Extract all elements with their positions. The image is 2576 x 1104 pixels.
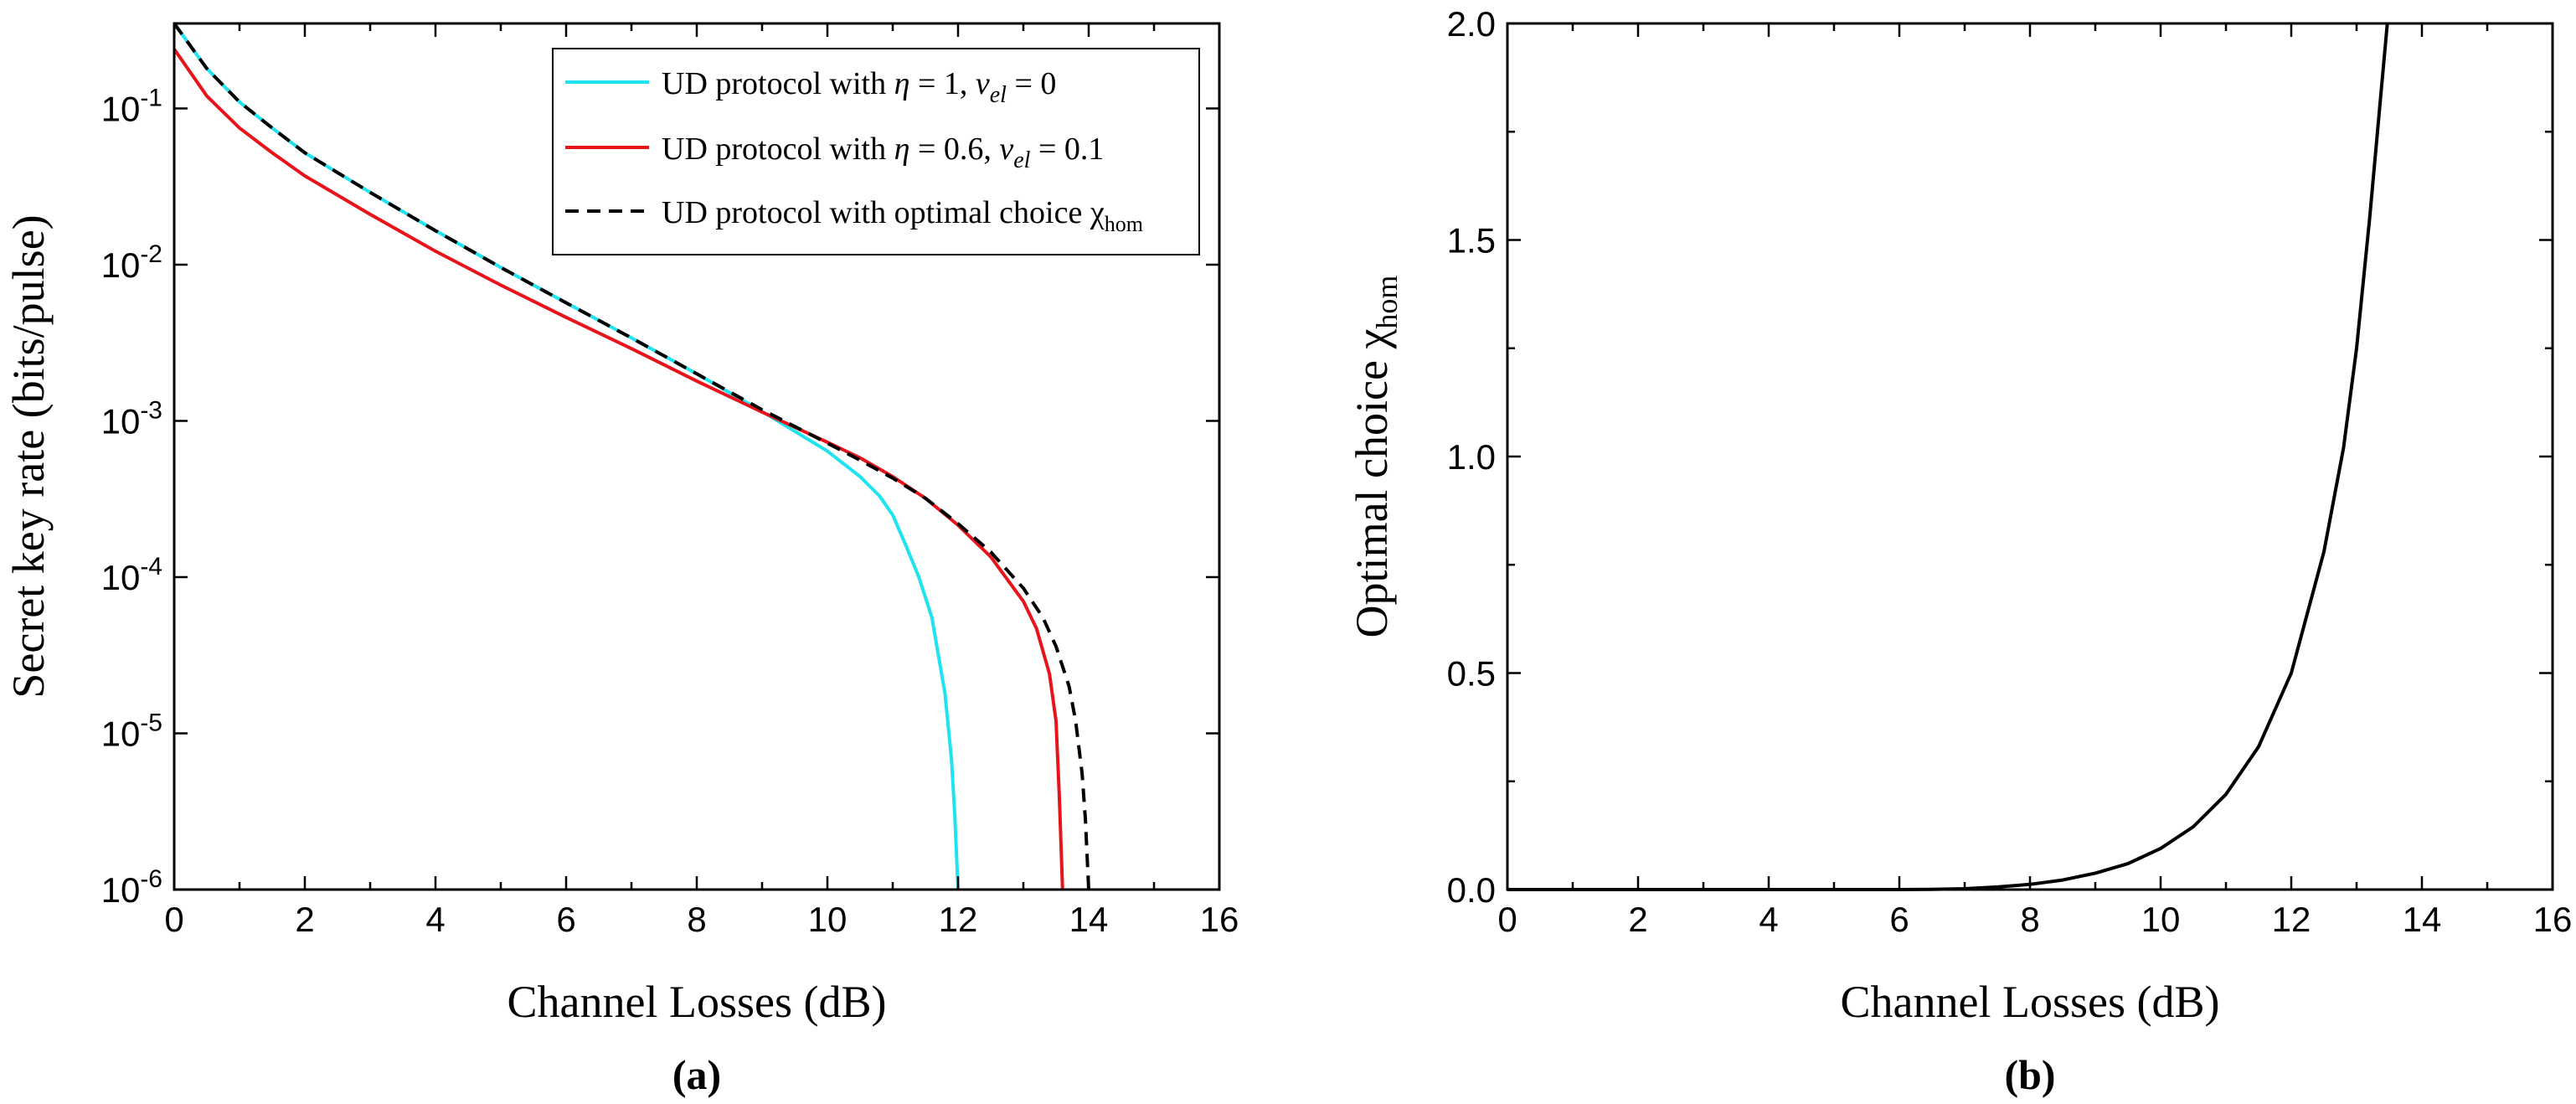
- y-tick-label: 10-4: [101, 553, 162, 597]
- y-tick-label: 1.0: [1447, 437, 1496, 477]
- x-tick-label: 8: [687, 900, 706, 939]
- y-tick-label: 10-1: [101, 84, 162, 128]
- panel-a-series-line-2: [173, 22, 1090, 890]
- x-tick-label: 10: [2141, 900, 2181, 939]
- legend-label-ideal: UD protocol with η = 1, νel = 0: [662, 66, 1056, 108]
- panel-a-legend: UD protocol with η = 1, νel = 0 UD proto…: [552, 48, 1200, 255]
- panel-b-label: (b): [2004, 1051, 2055, 1098]
- y-tick-label: 10-5: [101, 709, 162, 753]
- y-tick-label: 10-3: [101, 396, 162, 441]
- x-tick-label: 2: [1628, 900, 1647, 939]
- panel-a-tick-marks: [173, 23, 1221, 891]
- x-tick-label: 10: [808, 900, 848, 939]
- x-tick-label: 2: [295, 900, 314, 939]
- x-tick-label: 8: [2020, 900, 2039, 939]
- panel-a-x-tick-labels: 0 2 4 6 8 10 12 14 16: [164, 900, 1239, 939]
- panel-a-y-axis-title: Secret key rate (bits/pulse): [3, 214, 54, 698]
- panel-a-x-axis-title: Channel Losses (dB): [507, 977, 887, 1027]
- panel-b-x-tick-labels: 0 2 4 6 8 10 12 14 16: [1497, 900, 2572, 939]
- panel-b-optimal-choice-chart: 0 2 4 6 8 10 12 14 16 0.0 0.5 1.0 1.5 2.0 Channel Lo…: [1347, 4, 2572, 1098]
- panel-b-tick-marks: [1506, 22, 2554, 891]
- x-tick-label: 16: [1200, 900, 1239, 939]
- x-tick-label: 6: [1889, 900, 1909, 939]
- legend-box: [552, 48, 1200, 255]
- panel-b-y-axis-title: Optimal choice χhom: [1347, 276, 1404, 638]
- x-tick-label: 12: [939, 900, 978, 939]
- y-tick-label: 2.0: [1447, 4, 1496, 44]
- panel-a-label: (a): [672, 1051, 721, 1098]
- y-tick-label: 0.5: [1447, 654, 1496, 694]
- x-tick-label: 0: [1497, 900, 1517, 939]
- x-tick-label: 16: [2533, 900, 2573, 939]
- panel-a-y-tick-labels: 10-6 10-5 10-4 10-3 10-2 10-1: [101, 84, 162, 910]
- y-tick-label: 10-2: [101, 240, 162, 285]
- panel-a-secret-key-rate-chart: 0 2 4 6 8 10 12 14 16 10-6 10-5 10-4 10-3 10-2 10-1 U…: [3, 22, 1239, 1098]
- x-tick-label: 14: [1069, 900, 1109, 939]
- x-tick-label: 6: [556, 900, 575, 939]
- x-tick-label: 4: [425, 900, 445, 939]
- x-tick-label: 14: [2403, 900, 2442, 939]
- legend-label-optimal: UD protocol with optimal choice χhom: [662, 195, 1143, 236]
- panel-b-y-tick-labels: 0.0 0.5 1.0 1.5 2.0: [1447, 4, 1496, 910]
- legend-label-imperfect: UD protocol with η = 0.6, νel = 0.1: [662, 132, 1104, 173]
- panel-b-x-axis-title: Channel Losses (dB): [1841, 977, 2220, 1027]
- y-tick-label: 1.5: [1447, 221, 1496, 261]
- x-tick-label: 4: [1759, 900, 1778, 939]
- panel-a-series-layer: [173, 22, 1090, 890]
- y-tick-label: 0.0: [1447, 870, 1496, 910]
- x-tick-label: 12: [2272, 900, 2311, 939]
- x-tick-label: 0: [164, 900, 183, 939]
- y-tick-label: 10-6: [101, 865, 162, 910]
